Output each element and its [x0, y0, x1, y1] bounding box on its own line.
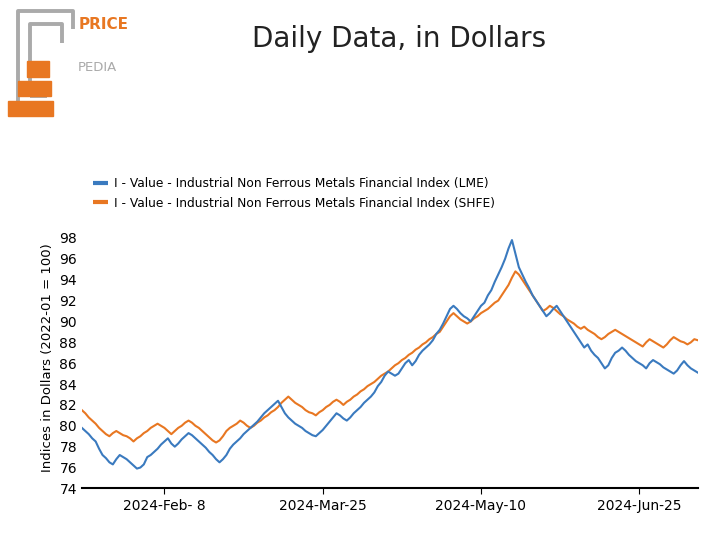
Bar	[27, 62, 49, 77]
Y-axis label: Indices in Dollars (2022-01 = 100): Indices in Dollars (2022-01 = 100)	[41, 244, 53, 472]
Bar	[9, 101, 53, 116]
Text: PEDIA: PEDIA	[78, 62, 117, 74]
Bar	[18, 81, 51, 97]
Legend: I - Value - Industrial Non Ferrous Metals Financial Index (LME), I - Value - Ind: I - Value - Industrial Non Ferrous Metal…	[88, 173, 500, 214]
Text: PRICE: PRICE	[78, 17, 128, 32]
Text: Daily Data, in Dollars: Daily Data, in Dollars	[251, 25, 546, 53]
